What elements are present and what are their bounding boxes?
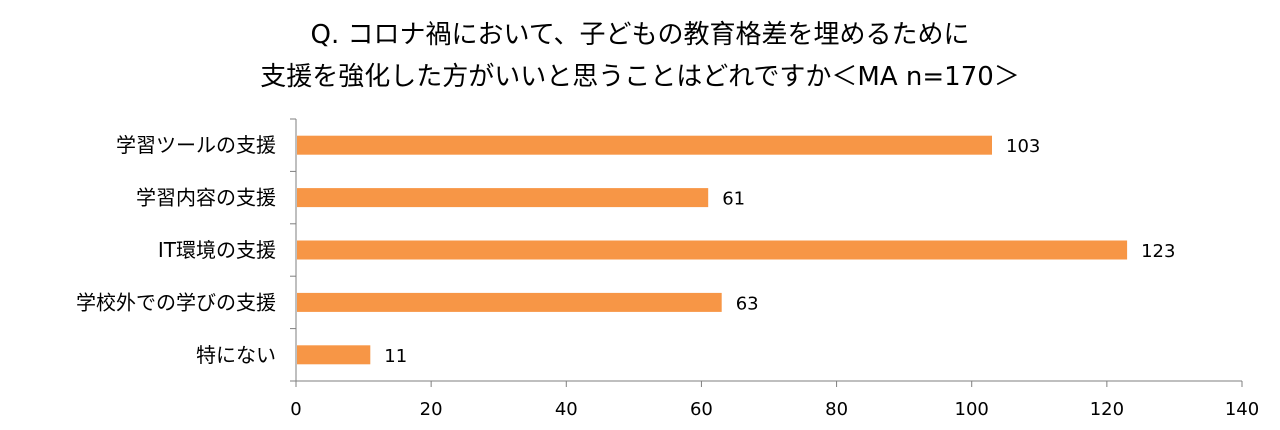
category-label-4: 特にない [196,343,276,367]
bar-0 [297,135,992,155]
x-tick-label-5: 100 [955,399,989,420]
category-label-2: IT環境の支援 [158,238,276,262]
x-tick-label-4: 80 [825,399,848,420]
x-tick-label-7: 140 [1225,399,1259,420]
category-label-3: 学校外での学びの支援 [76,290,276,314]
chart-title-line-1: Q. コロナ禍において、子どもの教育格差を埋めるために [310,20,970,50]
data-label-2: 123 [1141,241,1175,262]
x-tick-label-2: 40 [555,399,578,420]
chart-title-line-2: 支援を強化した方がいいと思うことはどれですか＜MA n=170＞ [260,62,1020,92]
bar-1 [297,188,709,208]
x-tick-label-6: 120 [1090,399,1124,420]
data-label-0: 103 [1006,136,1040,157]
category-label-1: 学習内容の支援 [136,186,276,210]
x-tick-label-1: 20 [420,399,443,420]
data-label-4: 11 [384,346,407,367]
x-tick-label-0: 0 [290,399,301,420]
data-label-3: 63 [736,293,759,314]
category-label-0: 学習ツールの支援 [116,133,276,157]
bar-4 [297,345,371,365]
x-tick-label-3: 60 [690,399,713,420]
data-label-1: 61 [722,189,745,210]
bar-2 [297,240,1128,260]
bar-3 [297,292,722,312]
